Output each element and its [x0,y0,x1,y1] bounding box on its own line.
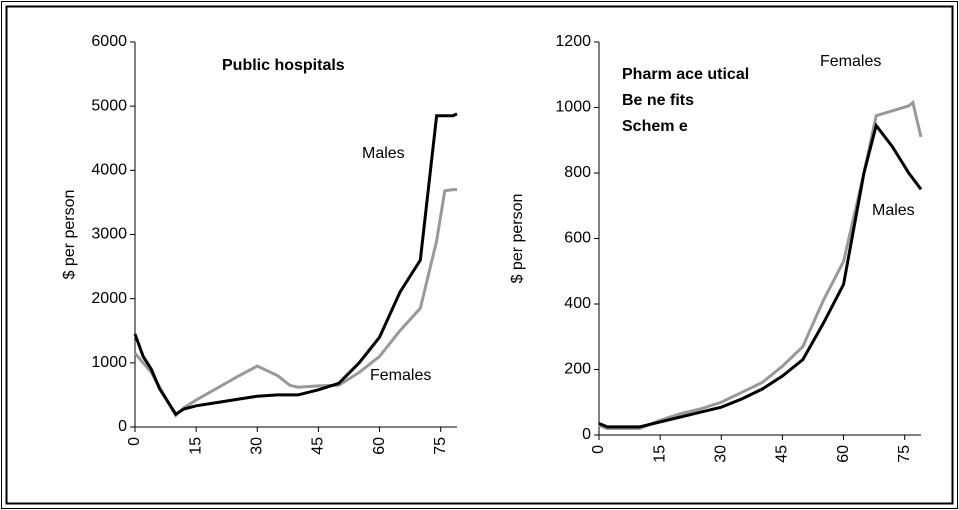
x-tick-label: 75 [432,437,449,455]
y-tick-label: 1000 [555,99,591,116]
x-tick-label: 0 [126,437,143,446]
x-tick-label: 45 [774,445,791,463]
y-tick-label: 5000 [91,97,127,114]
y-tick-label: 400 [564,295,591,312]
x-tick-label: 60 [835,445,852,463]
annotation: Females [370,367,431,384]
x-tick-label: 30 [248,437,265,455]
y-tick-label: 1200 [555,33,591,50]
chart-title: Schem e [622,118,688,135]
x-tick-label: 15 [651,445,668,463]
line-series [598,99,923,430]
y-tick-label: 200 [564,361,591,378]
x-tick-label: 45 [310,437,327,455]
x-tick-label: 60 [371,437,388,455]
inner-border [5,5,954,505]
x-tick-label: 0 [590,445,607,454]
chart-title: Public hospitals [222,57,345,74]
x-tick-label: 15 [187,437,204,455]
annotation: Males [872,202,915,219]
y-tick-label: 1000 [91,354,127,371]
y-tick-label: 4000 [91,162,127,179]
chart-title: Pharm ace utical [622,66,749,83]
y-tick-label: 2000 [91,290,127,307]
x-tick-label: 30 [712,445,729,463]
y-tick-label: 3000 [91,226,127,243]
y-tick-label: 600 [564,230,591,247]
annotation: Males [362,145,405,162]
line-series [133,112,458,417]
y-tick-label: 800 [564,164,591,181]
y-tick-label: 0 [118,418,127,435]
chart-title: Be ne fits [622,92,694,109]
annotation: Females [820,53,881,70]
y-axis-label: $ per person [61,190,78,280]
x-tick-label: 75 [896,445,913,463]
y-tick-label: 0 [582,426,591,443]
line-series [598,122,923,429]
y-axis-label: $ per person [509,194,526,284]
y-tick-label: 6000 [91,33,127,50]
